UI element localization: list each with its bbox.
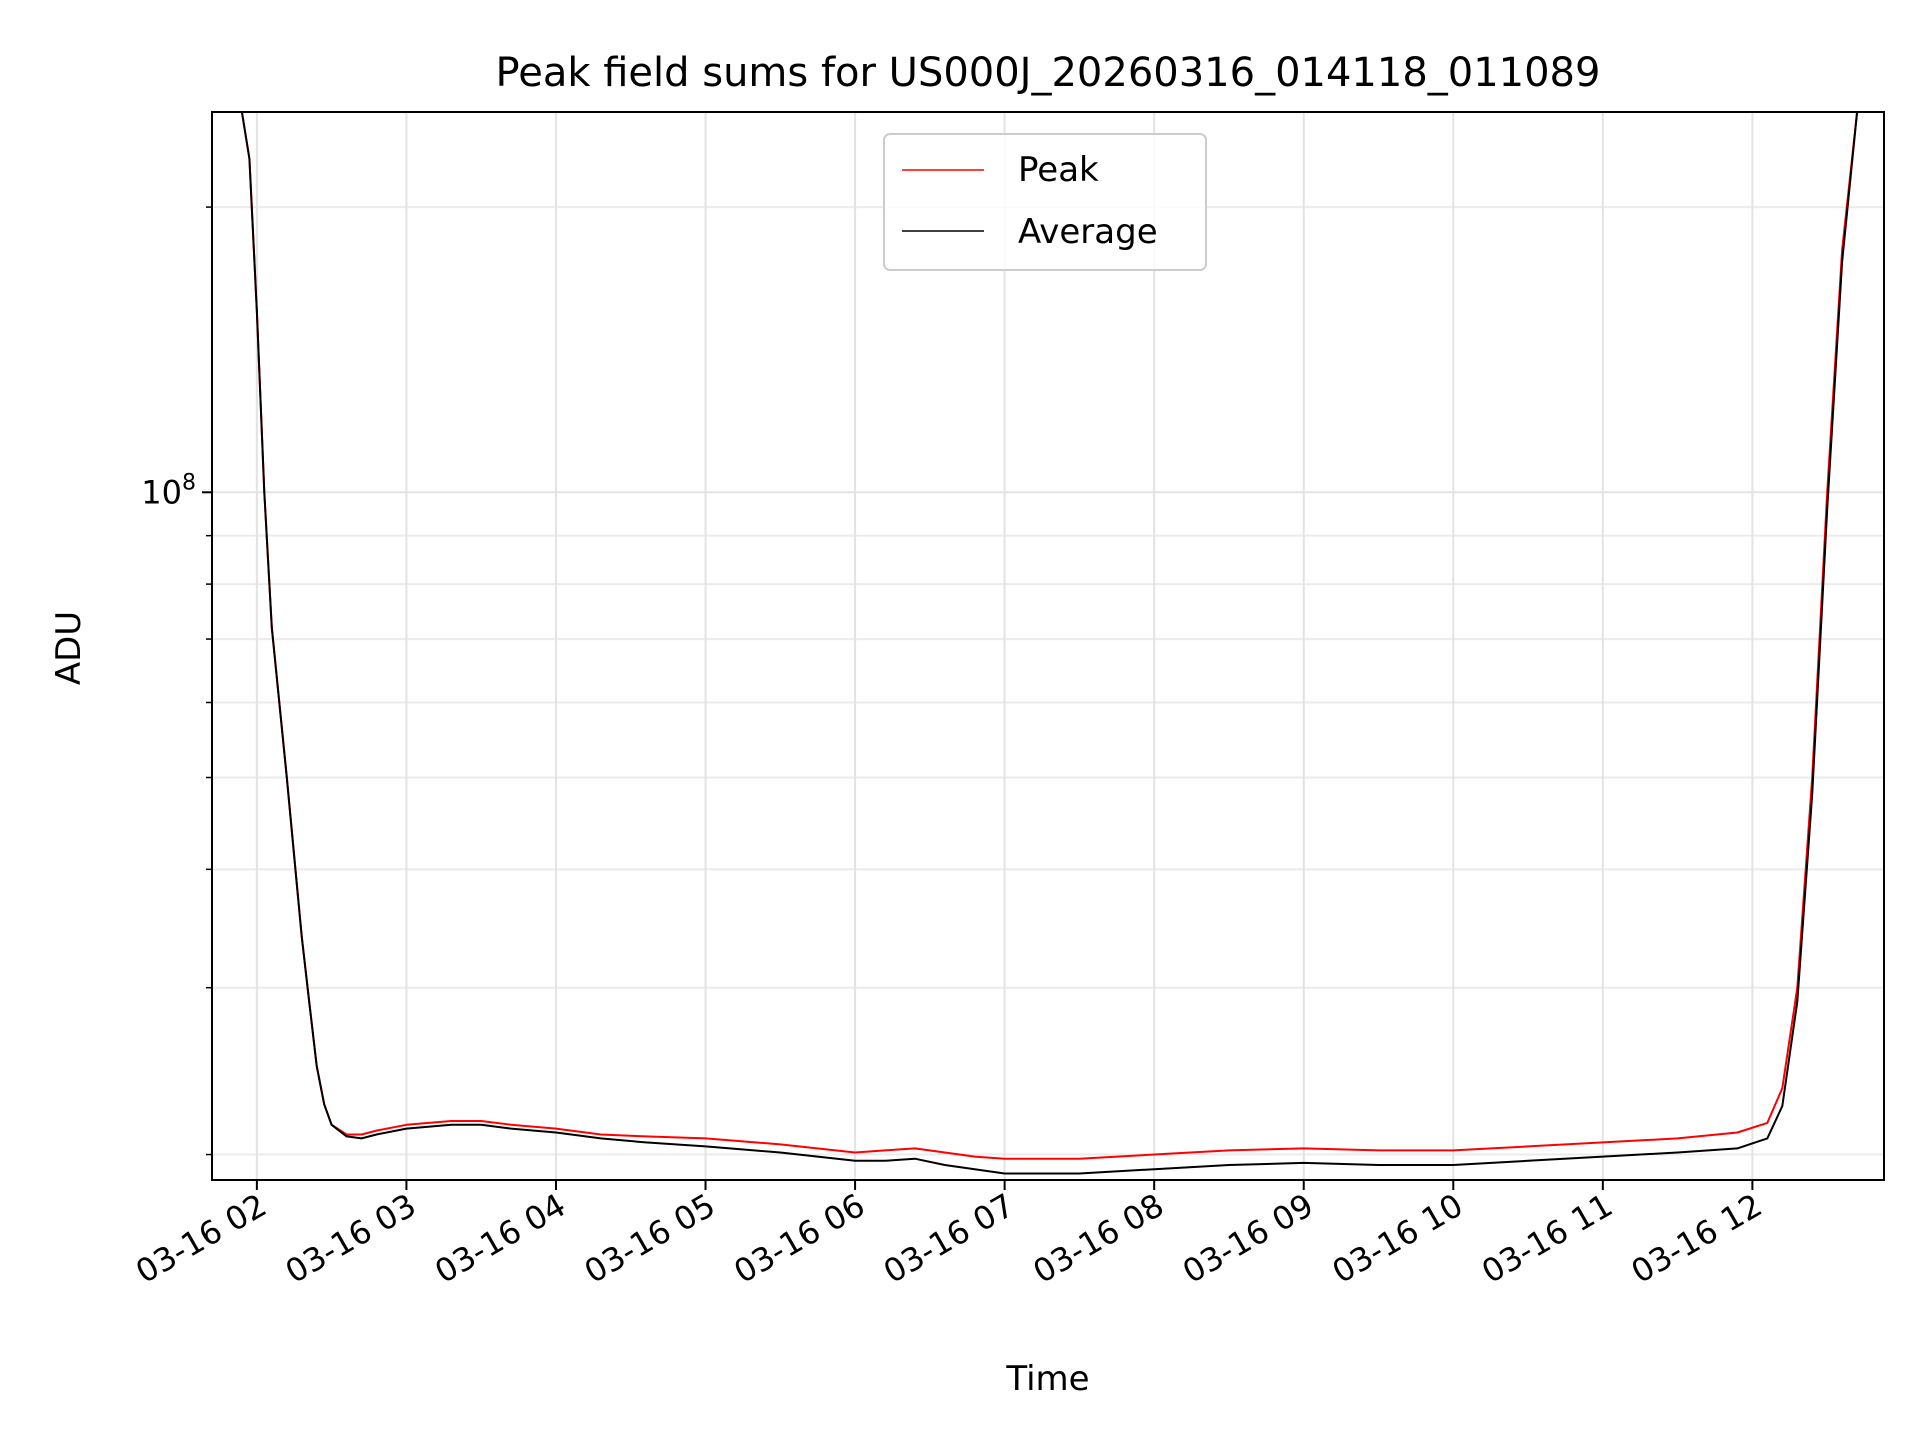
grid	[212, 112, 1884, 1180]
axes-frame	[211, 111, 1885, 1181]
series-line-average	[212, 111, 1884, 1175]
y-axis-label: ADU	[49, 611, 89, 685]
legend: Peak Average	[883, 133, 1207, 271]
legend-label-average: Average	[1018, 212, 1158, 252]
plot-area	[212, 111, 1884, 1175]
x-axis-label: Time	[1005, 1359, 1089, 1399]
legend-box	[883, 133, 1207, 271]
chart-title: Peak field sums for US000J_20260316_0141…	[496, 50, 1601, 96]
y-tick-label: 108	[141, 470, 196, 511]
legend-label-peak: Peak	[1018, 150, 1099, 190]
